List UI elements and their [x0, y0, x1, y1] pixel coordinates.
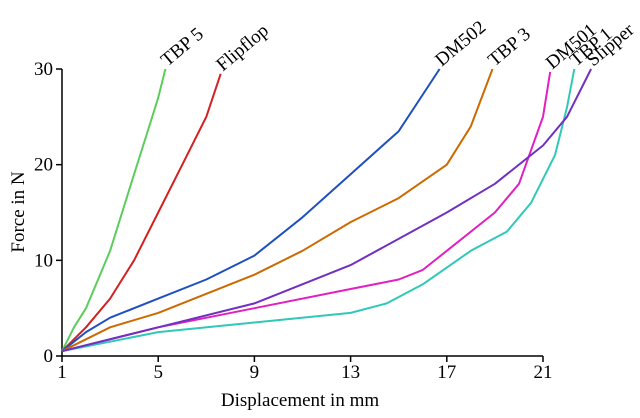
y-tick-label: 0 — [44, 346, 54, 367]
series-label: TBP 3 — [484, 24, 535, 71]
y-axis-label: Force in N — [8, 171, 29, 253]
series-line — [61, 71, 552, 353]
x-axis-label: Displacement in mm — [221, 390, 380, 411]
y-tick-label: 20 — [34, 155, 53, 176]
x-tick-label: 17 — [437, 362, 456, 383]
x-tick-label: 13 — [341, 362, 360, 383]
series-line — [61, 68, 592, 353]
series-label: Flipflop — [212, 20, 272, 75]
y-tick-label: 30 — [34, 59, 53, 80]
series-line — [61, 68, 576, 353]
series-label: DM502 — [431, 17, 490, 71]
series-line — [61, 68, 494, 353]
x-tick-label: 21 — [534, 362, 553, 383]
x-tick-label: 5 — [153, 362, 163, 383]
series-line — [61, 73, 222, 352]
x-tick-label: 1 — [57, 362, 67, 383]
series-line — [61, 68, 441, 352]
y-tick-label: 10 — [34, 250, 53, 271]
series-label: TBP 5 — [157, 24, 208, 71]
series-line — [61, 68, 167, 352]
x-tick-label: 9 — [250, 362, 260, 383]
